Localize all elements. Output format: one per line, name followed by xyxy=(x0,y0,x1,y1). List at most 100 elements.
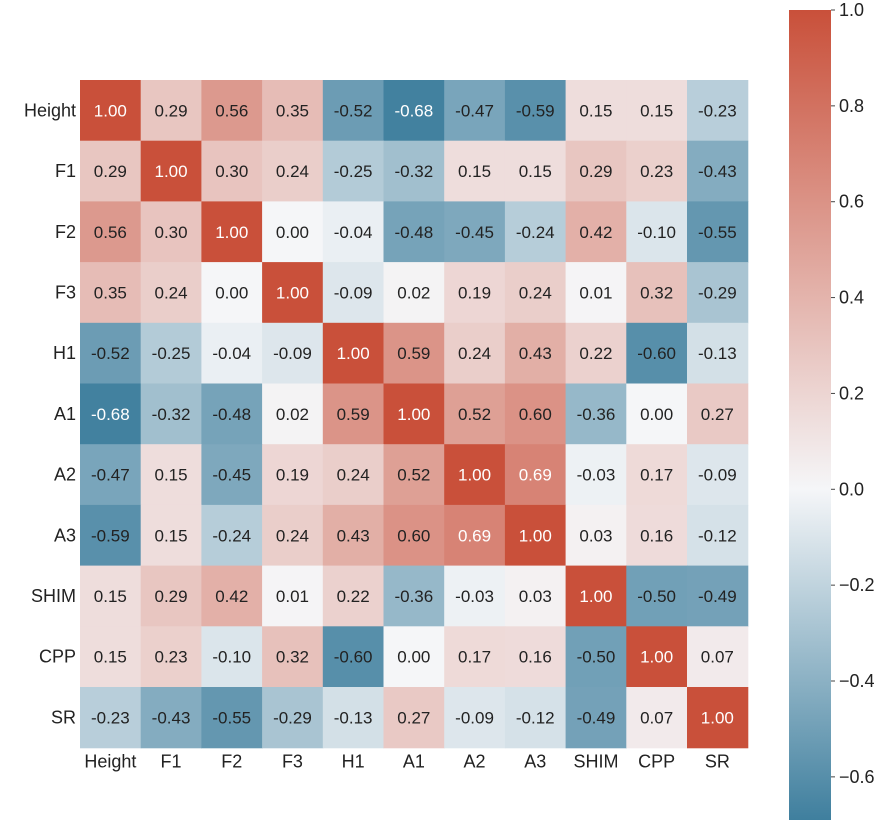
heatmap-cell-a2-a3 xyxy=(504,444,567,506)
cell-value-label: 0.15 xyxy=(579,101,612,120)
row-label-a1: A1 xyxy=(54,404,76,424)
row-label-shim: SHIM xyxy=(31,586,76,606)
heatmap-cell-f1-height xyxy=(80,140,142,202)
cell-value-label: 0.15 xyxy=(155,526,188,545)
heatmap-cell-cpp-height xyxy=(80,626,142,688)
heatmap-cell-sr-shim xyxy=(565,687,627,749)
colorbar-tick-label: −0.6 xyxy=(839,767,875,787)
cell-value-label: 0.19 xyxy=(458,283,491,302)
heatmap-cell-a1-sr xyxy=(687,383,749,445)
heatmap-cell-f2-height xyxy=(80,201,142,263)
heatmap-cell-f1-shim xyxy=(565,140,627,202)
heatmap-cell-sr-f2 xyxy=(201,687,263,749)
heatmap-cell-height-a1 xyxy=(383,80,445,142)
heatmap-cell-shim-shim xyxy=(565,565,627,627)
cell-value-label: 0.22 xyxy=(337,587,370,606)
heatmap-cell-cpp-f1 xyxy=(140,626,202,688)
cell-value-label: 1.00 xyxy=(94,101,127,120)
cell-value-label: -0.45 xyxy=(212,466,251,485)
heatmap-cell-height-sr xyxy=(687,80,749,142)
row-label-a2: A2 xyxy=(54,465,76,485)
cell-value-label: 0.42 xyxy=(579,223,612,242)
cell-value-label: -0.09 xyxy=(334,283,373,302)
cell-value-label: -0.24 xyxy=(212,526,251,545)
heatmap-cell-a1-a3 xyxy=(504,383,567,445)
colorbar-tick-label: 0.0 xyxy=(839,479,864,499)
cell-value-label: 0.00 xyxy=(215,283,248,302)
col-label-f3: F3 xyxy=(282,752,303,772)
heatmap-cell-a3-f3 xyxy=(262,504,324,567)
cell-value-label: 1.00 xyxy=(701,708,734,727)
col-label-a1: A1 xyxy=(403,752,425,772)
heatmap-cell-a1-height xyxy=(80,383,142,445)
heatmap-cell-cpp-a2 xyxy=(444,626,506,688)
cell-value-label: 0.07 xyxy=(701,648,734,667)
cell-value-label: -0.50 xyxy=(577,648,616,667)
cell-value-label: 0.29 xyxy=(94,162,127,181)
cell-value-label: 0.35 xyxy=(276,101,309,120)
heatmap-cell-a2-cpp xyxy=(626,444,688,506)
heatmap-cell-sr-height xyxy=(80,687,142,749)
heatmap-cell-f1-h1 xyxy=(322,140,385,202)
heatmap-cell-f3-a2 xyxy=(444,262,506,324)
heatmap-cell-shim-height xyxy=(80,565,142,627)
heatmap-cell-height-f3 xyxy=(262,80,324,142)
cell-value-label: -0.47 xyxy=(455,101,494,120)
cell-value-label: 0.24 xyxy=(458,344,491,363)
heatmap-cell-cpp-h1 xyxy=(322,626,385,688)
cell-value-label: 0.35 xyxy=(94,283,127,302)
row-label-cpp: CPP xyxy=(39,647,76,667)
heatmap-cell-h1-f1 xyxy=(140,322,202,385)
cell-value-label: -0.68 xyxy=(91,405,130,424)
heatmap-cell-h1-a2 xyxy=(444,322,506,385)
cell-value-label: -0.49 xyxy=(698,587,737,606)
cell-value-label: -0.03 xyxy=(455,587,494,606)
heatmap-cell-f1-cpp xyxy=(626,140,688,202)
heatmap-cell-sr-cpp xyxy=(626,687,688,749)
heatmap-cell-height-f1 xyxy=(140,80,202,142)
heatmap-cell-a2-sr xyxy=(687,444,749,506)
cell-value-label: 0.00 xyxy=(640,405,673,424)
row-label-sr: SR xyxy=(51,707,76,727)
cell-value-label: -0.50 xyxy=(637,587,676,606)
cell-value-label: -0.55 xyxy=(698,223,737,242)
heatmap-cell-sr-sr xyxy=(687,687,749,749)
cell-value-label: 0.52 xyxy=(458,405,491,424)
heatmap-cell-f2-h1 xyxy=(322,201,385,263)
cell-value-label: -0.10 xyxy=(637,223,676,242)
colorbar-tick-label: 0.4 xyxy=(839,288,864,308)
heatmap-cell-h1-f2 xyxy=(201,322,263,385)
row-label-f3: F3 xyxy=(55,282,76,302)
col-label-sr: SR xyxy=(705,752,730,772)
heatmap-cell-h1-sr xyxy=(687,322,749,385)
heatmap-cell-a1-f1 xyxy=(140,383,202,445)
heatmap-cell-f3-h1 xyxy=(322,262,385,324)
cell-value-label: 0.27 xyxy=(397,708,430,727)
cell-value-label: 0.00 xyxy=(397,648,430,667)
heatmap-cell-a3-h1 xyxy=(322,504,385,567)
cell-value-label: 1.00 xyxy=(519,526,552,545)
heatmap-cell-f2-sr xyxy=(687,201,749,263)
cell-value-label: 0.69 xyxy=(458,526,491,545)
cell-value-label: 0.17 xyxy=(640,466,673,485)
cell-value-label: 0.59 xyxy=(337,405,370,424)
heatmap-cell-f2-shim xyxy=(565,201,627,263)
colorbar-tick-label: −0.4 xyxy=(839,671,875,691)
row-labels: Height F1 F2 F3 H1 A1 A2 A3 SHIM CPP SR xyxy=(24,100,76,727)
heatmap-cell-h1-h1 xyxy=(322,322,385,385)
cell-value-label: 0.24 xyxy=(519,283,552,302)
heatmap-cell-shim-cpp xyxy=(626,565,688,627)
cell-value-label: 0.15 xyxy=(94,587,127,606)
heatmap-cell-f2-a3 xyxy=(504,201,567,263)
row-label-f1: F1 xyxy=(55,161,76,181)
col-label-h1: H1 xyxy=(342,752,365,772)
heatmap-cell-a1-f3 xyxy=(262,383,324,445)
cell-value-label: 0.32 xyxy=(640,283,673,302)
heatmap-cell-height-h1 xyxy=(322,80,385,142)
heatmap-cell-h1-height xyxy=(80,322,142,385)
heatmap-cell-a1-cpp xyxy=(626,383,688,445)
cell-value-label: 0.60 xyxy=(519,405,552,424)
cell-value-label: 0.17 xyxy=(458,648,491,667)
heatmap-cell-shim-f3 xyxy=(262,565,324,627)
heatmap-cell-f3-sr xyxy=(687,262,749,324)
